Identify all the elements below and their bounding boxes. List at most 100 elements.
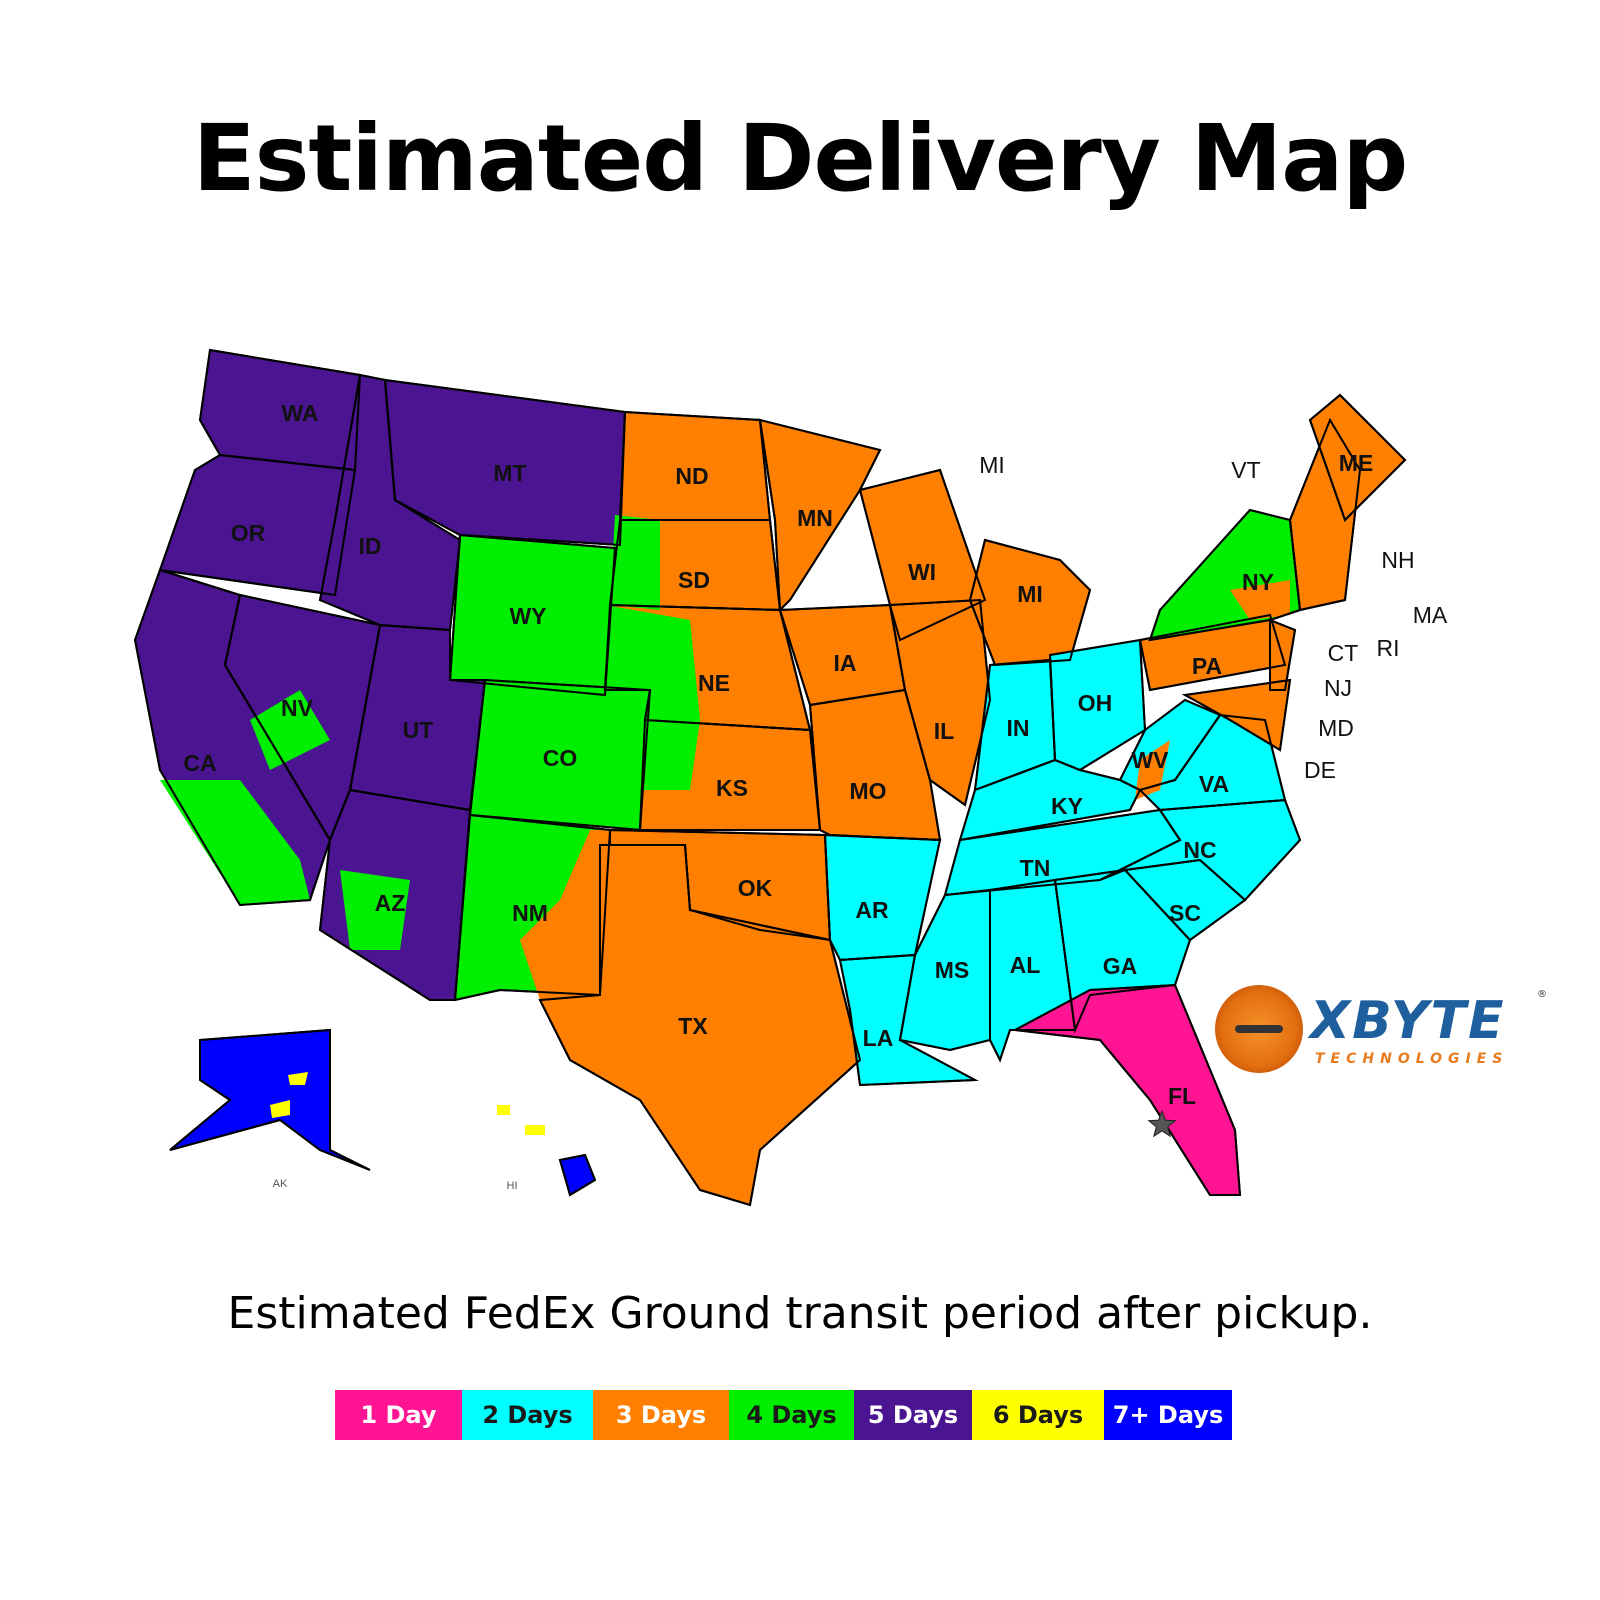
- state-label-tx: TX: [678, 1013, 708, 1039]
- legend-item: 1 Day: [335, 1390, 462, 1440]
- state-border: [1011, 983, 1242, 1196]
- state-label-nv: NV: [281, 695, 314, 721]
- state-label-ny: NY: [1242, 569, 1274, 595]
- state-border: [383, 378, 627, 547]
- state-label-nd: ND: [675, 463, 708, 489]
- delivery-zone: [270, 1100, 290, 1118]
- state-label-sd: SD: [678, 567, 710, 593]
- map-subtitle: Estimated FedEx Ground transit period af…: [227, 1288, 1373, 1339]
- state-label-va: VA: [1199, 771, 1229, 797]
- delivery-zone: [250, 690, 330, 770]
- state-label-ca: CA: [183, 750, 216, 776]
- delivery-zone: [1230, 580, 1290, 620]
- state-border: [1269, 618, 1297, 691]
- state-border: [158, 453, 357, 597]
- delivery-zone: [160, 780, 310, 905]
- state-label-ok: OK: [738, 875, 773, 901]
- state-label-vt: VT: [1231, 457, 1260, 483]
- delivery-zone: [1135, 740, 1170, 800]
- state-label-nh: NH: [1381, 547, 1414, 573]
- delivery-zone: [525, 1125, 545, 1135]
- state-label-fl: FL: [1168, 1083, 1196, 1109]
- state-fl: [1011, 983, 1242, 1196]
- state-label-mi: MI: [1017, 581, 1043, 607]
- state-wa: [198, 348, 362, 472]
- state-label-md: MD: [1318, 715, 1354, 741]
- state-border: [448, 533, 617, 697]
- state-border: [169, 1028, 371, 1171]
- state-label-il: IL: [934, 718, 954, 744]
- star-icon: [1147, 1109, 1177, 1138]
- state-border: [858, 468, 987, 642]
- state-label-me: ME: [1339, 450, 1374, 476]
- delivery-zone: [990, 680, 1050, 780]
- state-label-ky: KY: [1051, 793, 1083, 819]
- state-label-in: IN: [1007, 715, 1030, 741]
- state-border: [1181, 678, 1292, 752]
- legend-item: 5 Days: [854, 1390, 972, 1440]
- state-label-or: OR: [231, 520, 266, 546]
- legend: 1 Day 2 Days 3 Days 4 Days 5 Days 6 Days 7+ Da…: [335, 1390, 1232, 1440]
- state-label-id: ID: [359, 533, 382, 559]
- page-title: Estimated Delivery Map: [192, 105, 1408, 212]
- state-border: [538, 844, 862, 1207]
- state-label-ms: MS: [935, 957, 970, 983]
- delivery-zone: [340, 870, 410, 950]
- state-label-mi: MI: [979, 452, 1005, 478]
- state-label-ut: UT: [403, 717, 434, 743]
- state-label-ne: NE: [698, 670, 730, 696]
- state-label-nc: NC: [1183, 837, 1216, 863]
- state-label-ks: KS: [716, 775, 748, 801]
- state-label-wa: WA: [281, 400, 318, 426]
- logo-tagline: TECHNOLOGIES: [1315, 1051, 1509, 1067]
- state-border: [758, 418, 882, 613]
- state-label-sc: SC: [1169, 900, 1201, 926]
- state-label-mn: MN: [797, 505, 833, 531]
- state-label-az: AZ: [375, 890, 406, 916]
- state-label-mt: MT: [493, 460, 526, 486]
- delivery-zone: [288, 1072, 308, 1085]
- state-label-oh: OH: [1078, 690, 1113, 716]
- legend-item: 4 Days: [729, 1390, 854, 1440]
- state-border: [1138, 613, 1287, 692]
- state-border: [1048, 638, 1147, 772]
- state-border: [1118, 698, 1222, 792]
- legend-item: 3 Days: [593, 1390, 729, 1440]
- legend-item: 6 Days: [972, 1390, 1104, 1440]
- state-label-ri: RI: [1377, 635, 1400, 661]
- state-label-hi: HI: [507, 1180, 518, 1192]
- state-label-nj: NJ: [1324, 675, 1352, 701]
- state-label-co: CO: [543, 745, 578, 771]
- state-border: [558, 1153, 597, 1197]
- state-label-ga: GA: [1103, 953, 1138, 979]
- state-border: [968, 538, 1092, 667]
- state-label-ia: IA: [834, 650, 857, 676]
- delivery-zone: [497, 1105, 510, 1115]
- state-border: [453, 813, 612, 1002]
- state-border: [1288, 417, 1362, 612]
- logo-registered: ®: [1537, 989, 1547, 1000]
- state-label-ma: MA: [1413, 602, 1448, 628]
- delivery-zone: [640, 720, 700, 790]
- state-label-ar: AR: [855, 897, 889, 923]
- state-border: [318, 788, 472, 1001]
- state-ny: [1148, 508, 1302, 642]
- state-border: [1099, 798, 1302, 902]
- logo-globe-icon: [1215, 985, 1303, 1073]
- state-label-ct: CT: [1328, 640, 1359, 666]
- state-label-wy: WY: [509, 603, 546, 629]
- state-label-nm: NM: [512, 900, 548, 926]
- xbyte-logo: XBYTE ® TECHNOLOGIES: [1215, 985, 1555, 1080]
- delivery-zone: [605, 605, 700, 720]
- logo-name: XBYTE: [1310, 991, 1506, 1051]
- state-label-al: AL: [1010, 952, 1041, 978]
- state-label-de: DE: [1304, 757, 1336, 783]
- state-border: [1308, 393, 1407, 522]
- delivery-zone: [610, 515, 660, 610]
- state-border: [888, 598, 992, 807]
- delivery-zone: [520, 830, 610, 1000]
- state-label-wi: WI: [908, 559, 936, 585]
- state-label-wv: WV: [1131, 747, 1169, 773]
- legend-item: 7+ Days: [1104, 1390, 1232, 1440]
